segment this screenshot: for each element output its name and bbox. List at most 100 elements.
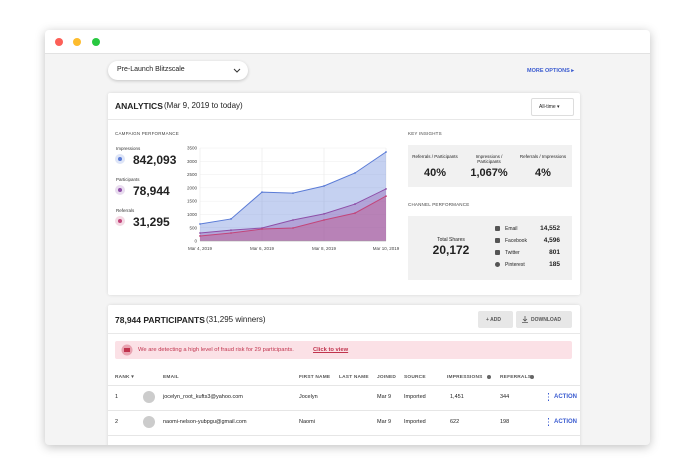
- participants-subtitle: (31,295 winners): [206, 315, 266, 324]
- participants-title: 78,944 PARTICIPANTS: [115, 315, 205, 325]
- stat-label: Referrals: [116, 208, 135, 213]
- window-controls: [55, 38, 100, 46]
- total-shares: 20,172: [432, 243, 470, 257]
- table-divider: [108, 410, 580, 411]
- point: [261, 228, 263, 230]
- point: [230, 229, 232, 232]
- point: [199, 223, 201, 225]
- point: [230, 218, 232, 220]
- column-header: LAST NAME: [339, 375, 369, 380]
- campaign-name: Pre-Launch Blitzscale: [117, 66, 185, 73]
- point: [323, 219, 325, 221]
- stat-label: Participants: [116, 177, 140, 182]
- channel-value: 4,596: [543, 237, 560, 244]
- minimize-button[interactable]: [73, 38, 81, 46]
- stat-icon-dot: [118, 188, 122, 192]
- point: [292, 227, 294, 229]
- channel-name: Pinterest: [505, 262, 525, 268]
- analytics-title: ANALYTICS: [115, 101, 163, 111]
- channel-icon: [495, 226, 500, 231]
- area-fill: [200, 188, 386, 241]
- divider: [108, 333, 580, 334]
- point: [261, 191, 263, 194]
- add-button[interactable]: + ADD: [478, 311, 513, 328]
- y-tick-label: 1000: [187, 212, 198, 217]
- title-bar: [45, 30, 650, 54]
- x-tick-label: Mar 10, 2019: [373, 246, 400, 251]
- column-header: RANK ▾: [115, 375, 134, 380]
- channel-value: 185: [549, 261, 560, 268]
- table-cell: 622: [450, 419, 460, 425]
- table-cell: 344: [500, 394, 510, 400]
- avatar: [143, 391, 155, 403]
- section-label: CHANNEL PERFORMANCE: [408, 202, 470, 207]
- table-cell: Naomi: [299, 419, 315, 425]
- channel-icon: [495, 262, 500, 267]
- point: [230, 232, 232, 234]
- column-header: FIRST NAME: [299, 375, 331, 380]
- table-cell: 2: [115, 419, 119, 425]
- point: [323, 212, 325, 215]
- total-shares-label: Total Shares: [437, 237, 465, 243]
- channel-name: Twitter: [505, 250, 520, 256]
- alert-link[interactable]: Click to view: [313, 347, 349, 353]
- insight-label: Referrals / Impressions: [519, 154, 567, 159]
- table-cell: 1,451: [450, 394, 464, 400]
- section-label: KEY INSIGHTS: [408, 131, 442, 136]
- point: [199, 232, 201, 234]
- insight-label: Referrals / Participants: [412, 154, 458, 159]
- column-header: IMPRESSIONS: [447, 375, 483, 380]
- column-header: REFERRALS: [500, 375, 532, 380]
- action-button[interactable]: ACTION: [554, 419, 577, 425]
- table-cell: Jocelyn: [299, 394, 318, 400]
- table-cell: 1: [115, 394, 119, 400]
- table-cell: Imported: [404, 419, 426, 425]
- point: [292, 192, 294, 195]
- point: [354, 212, 356, 214]
- y-tick-label: 3000: [187, 159, 198, 164]
- participants-card: [108, 305, 580, 445]
- download-icon: [522, 316, 528, 323]
- chart: 0 500 1000 1500 2000 2500 3000 3500 Mar 4, 2019 M…: [187, 146, 400, 251]
- range-button[interactable]: All-time ▾: [531, 98, 574, 116]
- point: [199, 235, 201, 237]
- more-options-link[interactable]: MORE OPTIONS ▸: [527, 68, 575, 74]
- channel-name: Facebook: [505, 238, 527, 244]
- stat-value: 31,295: [133, 215, 170, 229]
- point: [323, 185, 325, 187]
- add-button-label: + ADD: [486, 317, 501, 323]
- channel-icon: [495, 238, 500, 243]
- divider: [108, 119, 580, 120]
- channel-name: Email: [505, 226, 518, 232]
- download-button[interactable]: DOWNLOAD: [516, 311, 572, 328]
- table-divider: [108, 435, 580, 436]
- campaign-dropdown[interactable]: Pre-Launch Blitzscale: [108, 61, 248, 80]
- alert-message: We are detecting a high level of fraud r…: [138, 347, 294, 353]
- table-divider: [108, 385, 580, 386]
- area-fill: [200, 196, 386, 241]
- insights-box: [408, 145, 572, 187]
- chevron: [233, 68, 241, 73]
- insight-value: 1,067%: [470, 167, 508, 179]
- insight-label: Impressions / Participants: [475, 154, 503, 164]
- avatar: [143, 416, 155, 428]
- insight-value: 40%: [423, 167, 447, 179]
- point: [354, 203, 356, 205]
- table-cell: Mar 9: [377, 419, 392, 425]
- date-range: (Mar 9, 2019 to today): [164, 101, 243, 110]
- area-fill: [200, 151, 386, 241]
- section-label: CAMPAIGN PERFORMANCE: [115, 131, 179, 136]
- channel-value: 801: [549, 249, 560, 256]
- stat-icon-dot: [118, 219, 122, 223]
- stat-value: 842,093: [133, 153, 177, 167]
- maximize-button[interactable]: [92, 38, 100, 46]
- close-button[interactable]: [55, 38, 63, 46]
- content: Pre-Launch Blitzscale MORE OPTIONS ▸ ANA…: [108, 61, 580, 445]
- x-tick-label: Mar 8, 2019: [312, 246, 337, 251]
- y-tick-label: 2000: [187, 185, 198, 190]
- table-cell: Imported: [404, 394, 426, 400]
- action-button[interactable]: ACTION: [554, 394, 577, 400]
- y-tick-label: 2500: [187, 172, 198, 177]
- y-tick-label: 1500: [187, 199, 198, 204]
- point: [385, 151, 387, 153]
